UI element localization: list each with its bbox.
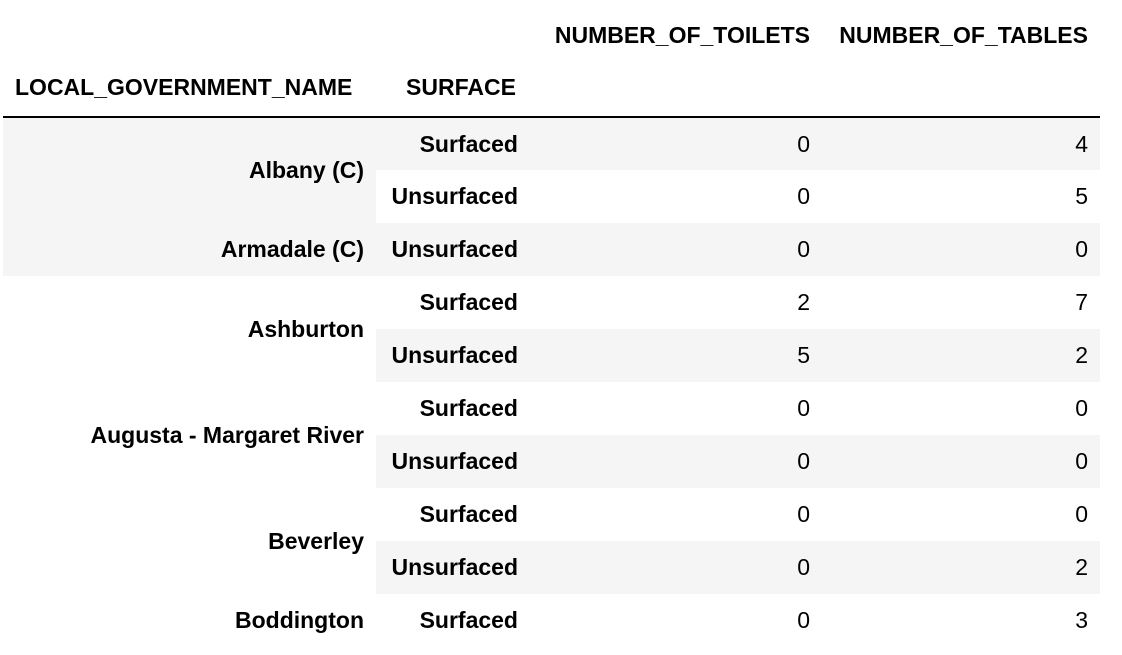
row-index-lgn: Augusta - Margaret River <box>3 382 376 488</box>
row-index-surface: Unsurfaced <box>376 329 530 382</box>
table-row: Augusta - Margaret River Surfaced 0 0 <box>3 382 1100 488</box>
header-spacer <box>822 59 1100 118</box>
cell-toilets: 0 <box>530 170 822 223</box>
header-spacer <box>376 11 530 59</box>
header-spacer <box>530 59 822 118</box>
cell-tables: 0 <box>822 223 1100 276</box>
cell-tables: 0 <box>822 382 1100 435</box>
index-name-row: LOCAL_GOVERNMENT_NAME SURFACE <box>3 59 1100 118</box>
cell-toilets: 0 <box>530 594 822 647</box>
column-header-tables: NUMBER_OF_TABLES <box>839 21 1088 48</box>
header-spacer <box>3 11 376 59</box>
cell-tables: 3 <box>822 594 1100 647</box>
table-row: Boddington Surfaced 0 3 <box>3 594 1100 647</box>
row-index-lgn: Ashburton <box>3 276 376 382</box>
table-row: Ashburton Surfaced 2 7 <box>3 276 1100 382</box>
row-index-surface: Unsurfaced <box>376 541 530 594</box>
row-index-surface: Surfaced <box>376 488 530 541</box>
table-row: Unsurfaced 0 5 <box>3 170 1100 223</box>
cell-tables: 2 <box>822 329 1100 382</box>
cell-toilets: 2 <box>530 276 822 329</box>
cell-tables: 5 <box>822 170 1100 223</box>
column-header-toilets: NUMBER_OF_TOILETS <box>554 21 810 48</box>
row-index-surface: Surfaced <box>376 382 530 435</box>
cell-toilets: 0 <box>530 488 822 541</box>
column-header-row: NUMBER_OF_TOILETS NUMBER_OF_TABLES <box>3 11 1100 59</box>
row-index-surface: Surfaced <box>376 117 530 170</box>
table-row: Albany (C) Surfaced 0 4 <box>3 117 1100 223</box>
cell-tables: 7 <box>822 276 1100 329</box>
table-row: Unsurfaced 5 2 <box>3 329 1100 382</box>
index-name-surface: SURFACE <box>376 59 530 118</box>
row-index-lgn: Albany (C) <box>3 117 376 223</box>
row-index-surface: Unsurfaced <box>376 223 530 276</box>
table-row: Unsurfaced 0 2 <box>3 541 1100 594</box>
cell-toilets: 0 <box>530 382 822 435</box>
row-index-lgn: Armadale (C) <box>3 223 376 276</box>
row-index-surface: Unsurfaced <box>376 170 530 223</box>
cell-toilets: 0 <box>530 117 822 170</box>
cell-toilets: 0 <box>530 223 822 276</box>
row-index-lgn: Beverley <box>3 488 376 594</box>
row-index-surface: Unsurfaced <box>376 435 530 488</box>
cell-toilets: 5 <box>530 329 822 382</box>
cell-tables: 0 <box>822 488 1100 541</box>
index-name-lgn: LOCAL_GOVERNMENT_NAME <box>3 59 376 118</box>
cell-tables: 2 <box>822 541 1100 594</box>
row-index-surface: Surfaced <box>376 276 530 329</box>
dataframe-table: NUMBER_OF_TOILETS NUMBER_OF_TABLES LOCAL… <box>3 11 1100 647</box>
row-index-surface: Surfaced <box>376 594 530 647</box>
table-row: Beverley Surfaced 0 0 <box>3 488 1100 594</box>
cell-tables: 0 <box>822 435 1100 488</box>
table-row: Armadale (C) Unsurfaced 0 0 <box>3 223 1100 276</box>
cell-toilets: 0 <box>530 435 822 488</box>
cell-tables: 4 <box>822 117 1100 170</box>
table-row: Unsurfaced 0 0 <box>3 435 1100 488</box>
row-index-lgn: Boddington <box>3 594 376 647</box>
cell-toilets: 0 <box>530 541 822 594</box>
